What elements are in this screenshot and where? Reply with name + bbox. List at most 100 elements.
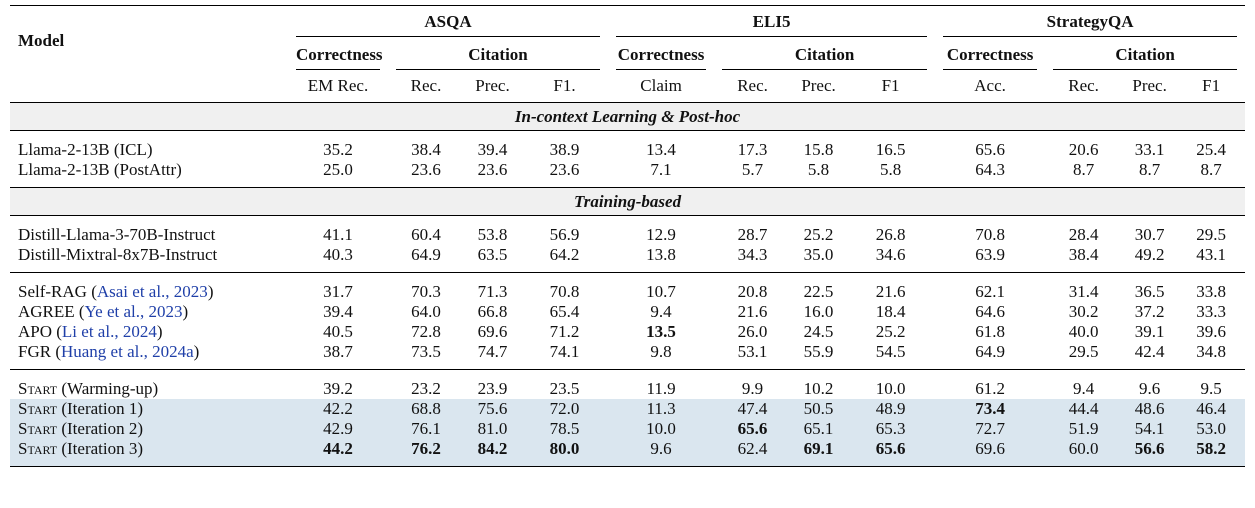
value-cell: 44.2 (288, 439, 388, 467)
value-cell: 63.9 (975, 245, 1005, 264)
model-name: Start (18, 399, 58, 418)
data-row: Start (Iteration 2) 42.9 76.1 81.0 78.5 10.0 6… (10, 419, 1246, 439)
value-cell: 69.6 (935, 439, 1046, 467)
header-row: Model ASQA ELI5 StrategyQA (10, 5, 1246, 76)
value-cell: 47.4 (714, 399, 792, 419)
model-name: APO ( (18, 322, 62, 341)
model-name: (Iteration 1) (57, 399, 144, 418)
citation-label: Citation (722, 45, 928, 70)
value-cell: 60.0 (1045, 439, 1123, 467)
value-cell: 54.1 (1122, 419, 1178, 439)
value-cell: 71.3 (464, 272, 521, 302)
correctness-label: Correctness (943, 45, 1038, 70)
citation-label: Citation (1053, 45, 1238, 70)
value-cell: 23.2 (388, 369, 464, 399)
model-cell: Start (Warming-up) (10, 369, 288, 399)
value-cell: 23.6 (549, 160, 580, 179)
value-cell: 58.2 (1177, 439, 1246, 467)
model-name: ) (182, 302, 189, 321)
value-cell: 62.1 (935, 272, 1046, 302)
value-cell: 34.6 (875, 245, 906, 264)
value-cell: 15.8 (803, 140, 834, 159)
value-cell: 24.5 (803, 322, 834, 341)
value-cell: 65.3 (846, 419, 936, 439)
metric-header: Rec. (714, 76, 792, 103)
value-cell: 72.8 (411, 322, 441, 341)
value-cell: 76.1 (388, 419, 464, 439)
section-title: In-context Learning & Post-hoc (10, 102, 1246, 131)
model-name: Self-RAG ( (18, 282, 97, 301)
value-cell: 28.7 (737, 225, 768, 244)
model-cell: FGR (Huang et al., 2024a) (10, 342, 288, 370)
data-row: Llama-2-13B (ICL) 35.2 38.4 39.4 38.9 13.4 17.… (10, 131, 1245, 161)
header-row: EM Rec. Rec. Prec. F1. Claim Rec. Prec. F1 Acc. R… (10, 76, 1246, 103)
value-cell: 54.5 (875, 342, 906, 361)
table-body: In-context Learning & Post-hoc Llama-2-13… (10, 102, 1246, 467)
model-cell: AGREE (Ye et al., 2023) (10, 302, 288, 322)
value-cell: 10.0 (608, 419, 715, 439)
value-cell: 35.0 (803, 245, 834, 264)
model-cell: Llama-2-13B (PostAttr) (10, 160, 288, 188)
value-cell: 13.8 (646, 245, 676, 264)
value-cell: 65.6 (714, 419, 792, 439)
data-row: FGR (Huang et al., 2024a) 38.7 73.5 74.7 74.… (10, 342, 1245, 370)
metric-header: Claim (608, 76, 715, 103)
value-cell: 48.6 (1122, 399, 1178, 419)
correctness-label: Correctness (296, 45, 383, 70)
value-cell: 17.3 (737, 140, 768, 159)
value-cell: 56.9 (549, 225, 580, 244)
table-header: Model ASQA ELI5 StrategyQA Correctness Citati… (10, 5, 1246, 103)
model-name: Start (18, 419, 58, 438)
metric-header: F1 (1177, 76, 1246, 103)
value-cell: 70.8 (521, 272, 609, 302)
value-cell: 74.7 (477, 342, 508, 361)
value-cell: 12.9 (646, 225, 676, 244)
value-cell: 5.8 (807, 160, 830, 179)
value-cell: 49.2 (1134, 245, 1165, 264)
correctness-header: Correctness (935, 37, 1045, 76)
value-cell: 76.2 (388, 439, 464, 467)
value-cell: 9.9 (714, 369, 792, 399)
value-cell: 23.6 (477, 160, 508, 179)
dataset-header: ELI5 (608, 5, 936, 37)
value-cell: 26.0 (737, 322, 768, 341)
value-cell: 9.6 (608, 439, 715, 467)
value-cell: 36.5 (1122, 272, 1178, 302)
value-cell: 37.2 (1134, 302, 1165, 321)
value-cell: 13.5 (646, 322, 676, 341)
results-table: Model ASQA ELI5 StrategyQA Correctness Citati… (10, 5, 1246, 467)
value-cell: 8.7 (1072, 160, 1095, 179)
value-cell: 25.0 (323, 160, 353, 179)
value-cell: 66.8 (477, 302, 508, 321)
model-cell: Self-RAG (Asai et al., 2023) (10, 272, 288, 302)
value-cell: 13.4 (646, 140, 676, 159)
data-row: Self-RAG (Asai et al., 2023) 31.7 70.3 71.3… (10, 272, 1246, 302)
model-cell: Start (Iteration 2) (10, 419, 288, 439)
value-cell: 64.6 (975, 302, 1005, 321)
model-name: (Iteration 2) (57, 419, 144, 438)
value-cell: 39.2 (288, 369, 388, 399)
value-cell: 46.4 (1177, 399, 1246, 419)
value-cell: 80.0 (521, 439, 609, 467)
data-row: Start (Iteration 1) 42.2 68.8 75.6 72.0 11.3 4… (10, 399, 1246, 419)
metric-header: Acc. (935, 76, 1046, 103)
dataset-header: StrategyQA (935, 5, 1246, 37)
value-cell: 26.8 (875, 225, 906, 244)
data-row: Distill-Llama-3-70B-Instruct 41.1 60.4 53.8… (10, 216, 1245, 246)
value-cell: 11.9 (608, 369, 715, 399)
value-cell: 31.4 (1045, 272, 1123, 302)
value-cell: 9.5 (1177, 369, 1246, 399)
value-cell: 33.8 (1177, 272, 1246, 302)
model-name: Llama-2-13B (PostAttr) (18, 160, 182, 179)
value-cell: 10.2 (791, 369, 847, 399)
value-cell: 41.1 (323, 225, 353, 244)
value-cell: 25.2 (875, 322, 906, 341)
value-cell: 64.9 (975, 342, 1005, 361)
model-name: Distill-Llama-3-70B-Instruct (18, 225, 216, 244)
value-cell: 65.6 (846, 439, 936, 467)
value-cell: 23.9 (464, 369, 521, 399)
dataset-name: ELI5 (616, 12, 928, 37)
model-name: Llama-2-13B (ICL) (18, 140, 153, 159)
citation-label: Citation (396, 45, 601, 70)
